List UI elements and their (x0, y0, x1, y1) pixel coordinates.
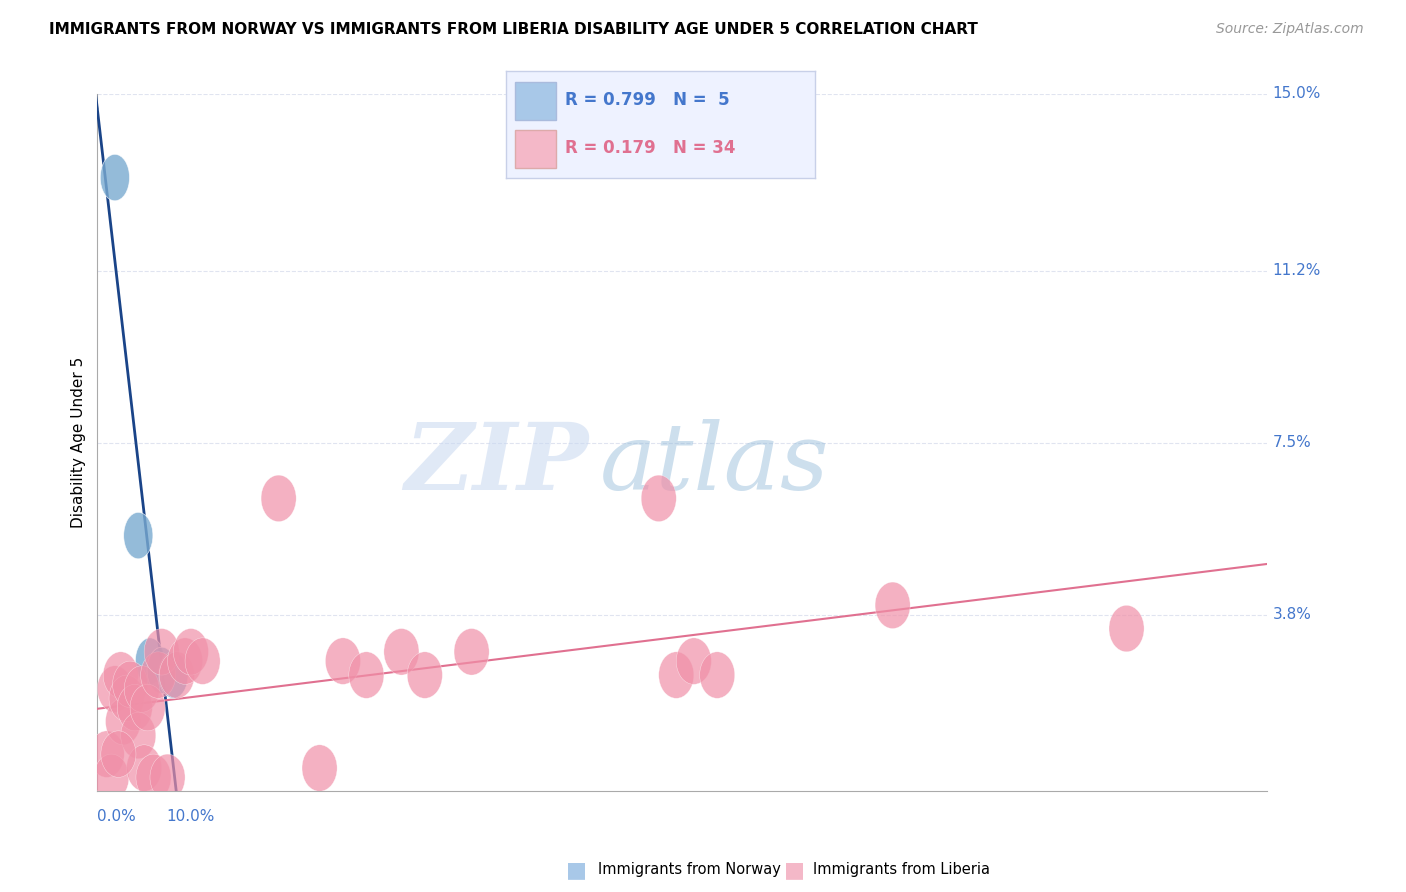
Ellipse shape (159, 652, 194, 698)
Bar (516, 130, 555, 168)
Ellipse shape (121, 713, 156, 759)
Ellipse shape (124, 665, 159, 713)
Text: 0.0%: 0.0% (97, 809, 136, 823)
Ellipse shape (167, 638, 202, 684)
Ellipse shape (94, 754, 129, 801)
Ellipse shape (159, 652, 188, 698)
Ellipse shape (145, 629, 179, 675)
Ellipse shape (173, 629, 208, 675)
Text: ■: ■ (785, 860, 804, 880)
Ellipse shape (384, 629, 419, 675)
Ellipse shape (875, 582, 910, 629)
Ellipse shape (659, 652, 693, 698)
Ellipse shape (676, 638, 711, 684)
Ellipse shape (325, 638, 360, 684)
Ellipse shape (103, 652, 138, 698)
Text: 11.2%: 11.2% (1272, 263, 1322, 278)
Text: 15.0%: 15.0% (1272, 87, 1322, 102)
Text: 3.8%: 3.8% (1272, 607, 1312, 622)
Ellipse shape (100, 154, 129, 201)
Text: IMMIGRANTS FROM NORWAY VS IMMIGRANTS FROM LIBERIA DISABILITY AGE UNDER 5 CORRELA: IMMIGRANTS FROM NORWAY VS IMMIGRANTS FRO… (49, 22, 979, 37)
Ellipse shape (150, 754, 186, 801)
Ellipse shape (131, 684, 165, 731)
Ellipse shape (454, 629, 489, 675)
Ellipse shape (112, 661, 148, 707)
Text: ZIP: ZIP (405, 418, 589, 508)
Text: Immigrants from Liberia: Immigrants from Liberia (813, 863, 990, 877)
Text: 7.5%: 7.5% (1272, 435, 1312, 450)
Ellipse shape (127, 745, 162, 791)
Text: R = 0.179   N = 34: R = 0.179 N = 34 (565, 139, 735, 157)
Ellipse shape (641, 475, 676, 522)
Text: atlas: atlas (600, 418, 830, 508)
Ellipse shape (349, 652, 384, 698)
Ellipse shape (262, 475, 297, 522)
Text: R = 0.799   N =  5: R = 0.799 N = 5 (565, 91, 730, 109)
Ellipse shape (186, 638, 221, 684)
Ellipse shape (117, 684, 152, 731)
Ellipse shape (97, 665, 132, 713)
Ellipse shape (141, 652, 176, 698)
Text: ■: ■ (567, 860, 586, 880)
Ellipse shape (105, 698, 141, 745)
Bar (516, 82, 555, 120)
Ellipse shape (124, 512, 153, 558)
Y-axis label: Disability Age Under 5: Disability Age Under 5 (72, 357, 86, 528)
Text: Source: ZipAtlas.com: Source: ZipAtlas.com (1216, 22, 1364, 37)
Text: 10.0%: 10.0% (166, 809, 214, 823)
Ellipse shape (700, 652, 735, 698)
Ellipse shape (110, 675, 145, 722)
Ellipse shape (1109, 606, 1144, 652)
Ellipse shape (408, 652, 443, 698)
Ellipse shape (101, 731, 136, 777)
Ellipse shape (89, 731, 124, 777)
Ellipse shape (136, 754, 172, 801)
Ellipse shape (135, 638, 165, 684)
Text: Immigrants from Norway: Immigrants from Norway (598, 863, 780, 877)
Ellipse shape (148, 648, 176, 694)
Ellipse shape (302, 745, 337, 791)
